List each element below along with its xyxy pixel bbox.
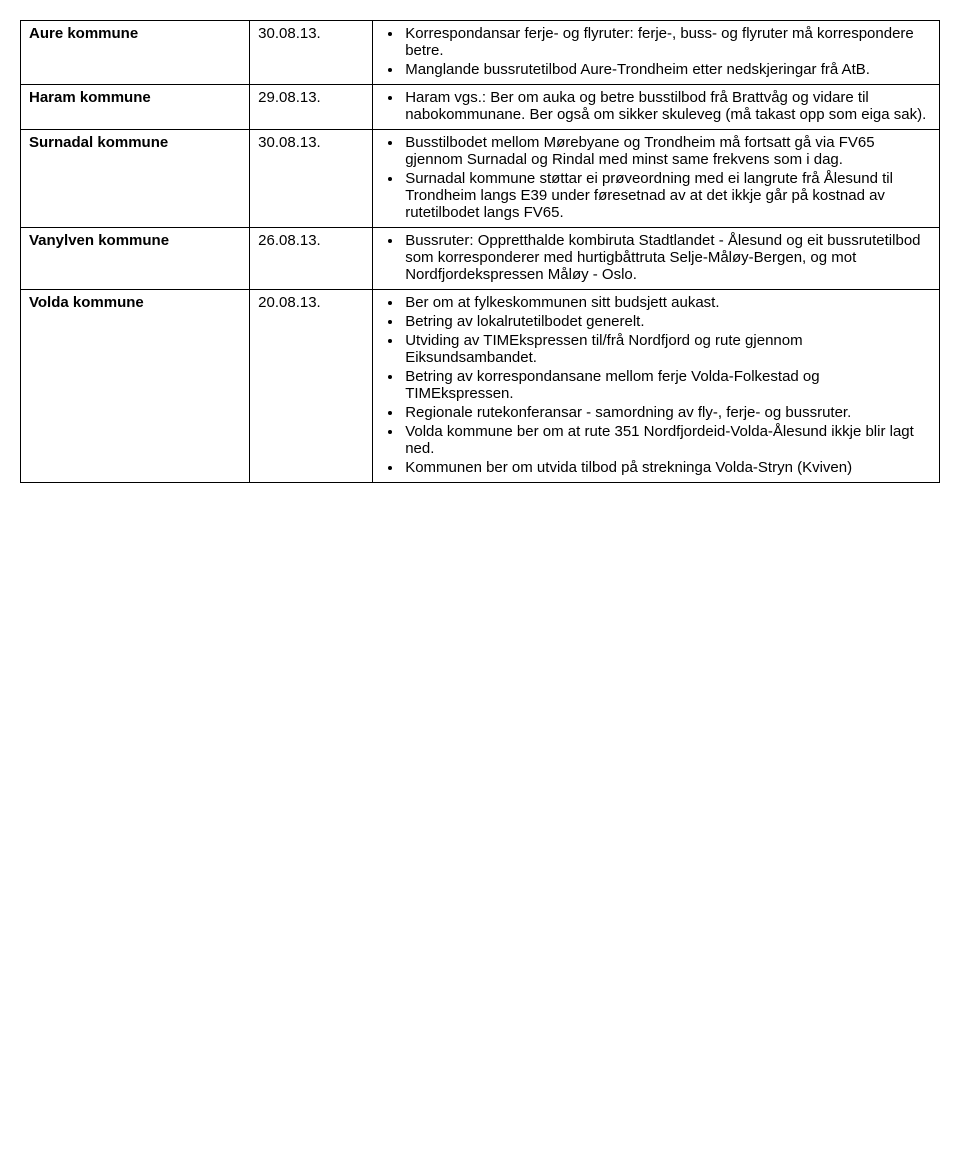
list-item: Haram vgs.: Ber om auka og betre busstil…: [403, 89, 931, 123]
bullet-list: Ber om at fylkeskommunen sitt budsjett a…: [381, 294, 931, 476]
entry-content: Ber om at fylkeskommunen sitt budsjett a…: [373, 290, 940, 483]
list-item: Regionale rutekonferansar - samordning a…: [403, 404, 931, 421]
municipality-name: Volda kommune: [21, 290, 250, 483]
list-item: Manglande bussrutetilbod Aure-Trondheim …: [403, 61, 931, 78]
bullet-list: Haram vgs.: Ber om auka og betre busstil…: [381, 89, 931, 123]
entry-date: 30.08.13.: [250, 21, 373, 85]
bullet-list: Korrespondansar ferje- og flyruter: ferj…: [381, 25, 931, 78]
list-item: Busstilbodet mellom Mørebyane og Trondhe…: [403, 134, 931, 168]
entry-content: Bussruter: Oppretthalde kombiruta Stadtl…: [373, 228, 940, 290]
municipality-name: Surnadal kommune: [21, 130, 250, 228]
list-item: Utviding av TIMEkspressen til/frå Nordfj…: [403, 332, 931, 366]
municipality-name: Haram kommune: [21, 85, 250, 130]
list-item: Volda kommune ber om at rute 351 Nordfjo…: [403, 423, 931, 457]
municipality-name: Vanylven kommune: [21, 228, 250, 290]
entry-content: Korrespondansar ferje- og flyruter: ferj…: [373, 21, 940, 85]
table-row: Haram kommune29.08.13. Haram vgs.: Ber om…: [21, 85, 940, 130]
municipality-table: Aure kommune30.08.13. Korrespondansar fer…: [20, 20, 940, 483]
list-item: Ber om at fylkeskommunen sitt budsjett a…: [403, 294, 931, 311]
entry-content: Busstilbodet mellom Mørebyane og Trondhe…: [373, 130, 940, 228]
table-row: Vanylven kommune26.08.13. Bussruter: Oppr…: [21, 228, 940, 290]
table-row: Volda kommune20.08.13. Ber om at fylkesko…: [21, 290, 940, 483]
list-item: Betring av korrespondansane mellom ferje…: [403, 368, 931, 402]
list-item: Betring av lokalrutetilbodet generelt.: [403, 313, 931, 330]
list-item: Korrespondansar ferje- og flyruter: ferj…: [403, 25, 931, 59]
bullet-list: Bussruter: Oppretthalde kombiruta Stadtl…: [381, 232, 931, 283]
entry-date: 30.08.13.: [250, 130, 373, 228]
table-row: Surnadal kommune30.08.13. Busstilbodet me…: [21, 130, 940, 228]
bullet-list: Busstilbodet mellom Mørebyane og Trondhe…: [381, 134, 931, 221]
entry-date: 29.08.13.: [250, 85, 373, 130]
table-row: Aure kommune30.08.13. Korrespondansar fer…: [21, 21, 940, 85]
entry-content: Haram vgs.: Ber om auka og betre busstil…: [373, 85, 940, 130]
entry-date: 26.08.13.: [250, 228, 373, 290]
list-item: Bussruter: Oppretthalde kombiruta Stadtl…: [403, 232, 931, 283]
list-item: Surnadal kommune støttar ei prøveordning…: [403, 170, 931, 221]
list-item: Kommunen ber om utvida tilbod på strekni…: [403, 459, 931, 476]
municipality-name: Aure kommune: [21, 21, 250, 85]
entry-date: 20.08.13.: [250, 290, 373, 483]
